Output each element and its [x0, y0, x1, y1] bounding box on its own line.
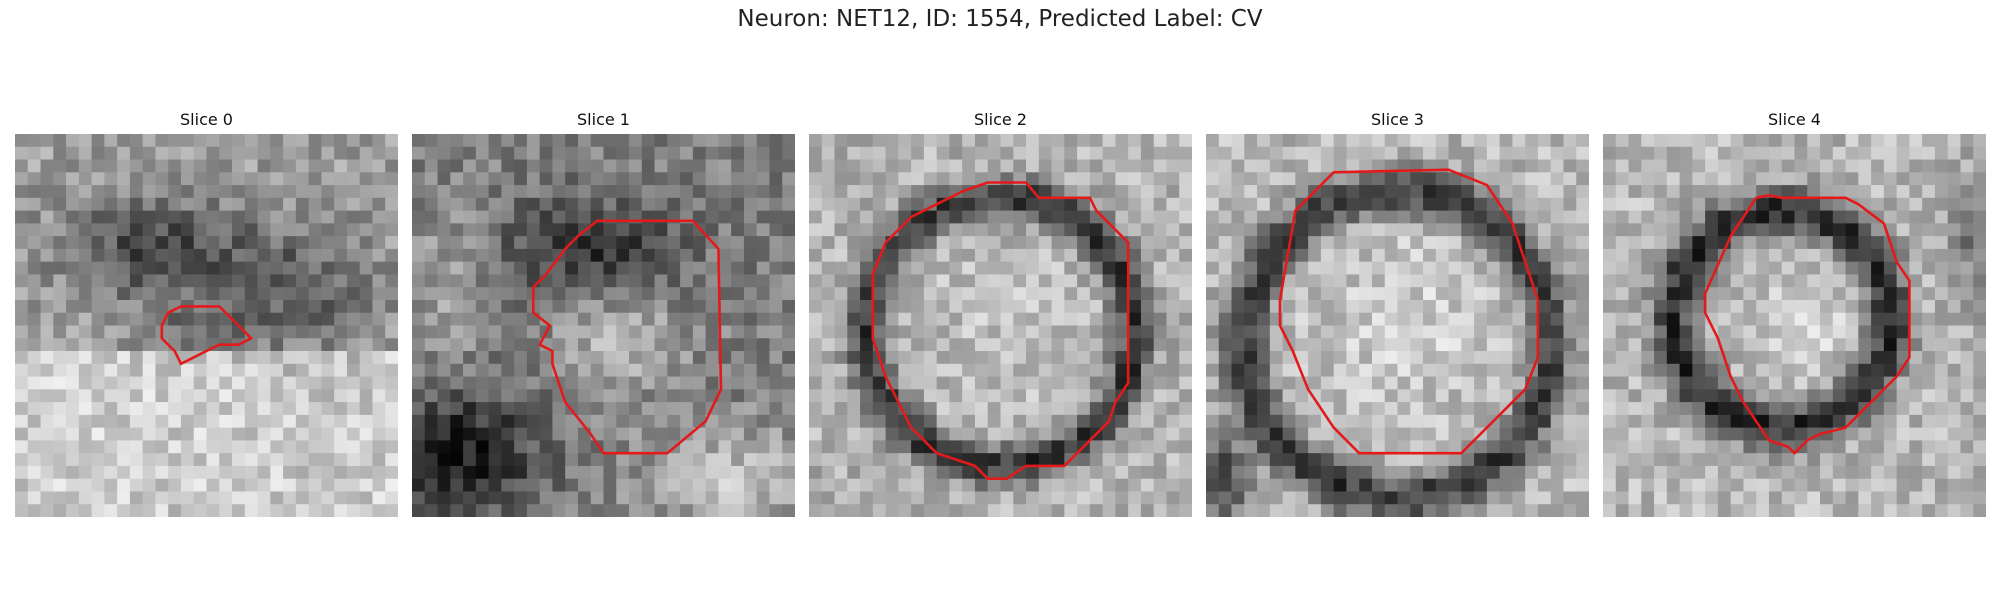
slice-title: Slice 0: [180, 110, 233, 129]
slice-panel-0: Slice 0: [15, 110, 398, 517]
slice-title: Slice 2: [974, 110, 1027, 129]
slice-image: [1206, 134, 1589, 517]
slice-image: [15, 134, 398, 517]
slice-panel-4: Slice 4: [1603, 110, 1986, 517]
slice-panel-2: Slice 2: [809, 110, 1192, 517]
segmentation-contour: [160, 305, 253, 366]
slice-title: Slice 3: [1371, 110, 1424, 129]
slice-image: [1603, 134, 1986, 517]
slice-panel-3: Slice 3: [1206, 110, 1589, 517]
segmentation-contour: [871, 181, 1130, 481]
segmentation-contour: [1703, 193, 1911, 455]
slice-title: Slice 1: [577, 110, 630, 129]
slice-image: [412, 134, 795, 517]
slice-title: Slice 4: [1768, 110, 1821, 129]
slice-panel-1: Slice 1: [412, 110, 795, 517]
segmentation-contour: [532, 219, 723, 455]
figure-title: Neuron: NET12, ID: 1554, Predicted Label…: [737, 6, 1263, 32]
slice-image: [809, 134, 1192, 517]
segmentation-contour: [1278, 168, 1540, 455]
